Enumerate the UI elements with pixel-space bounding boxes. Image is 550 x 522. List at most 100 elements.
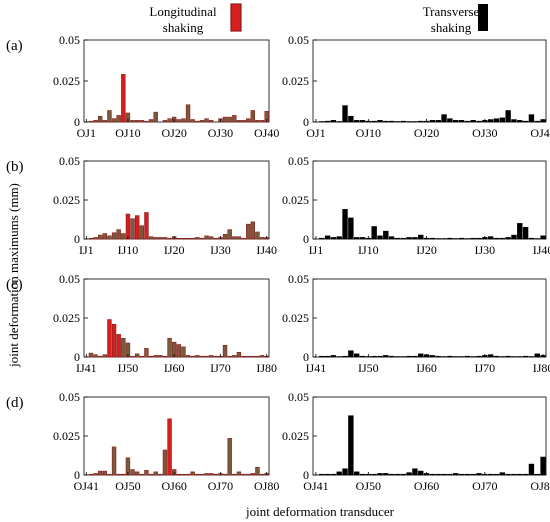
bar: [204, 235, 209, 240]
bar: [97, 234, 103, 240]
bar: [107, 110, 112, 123]
bar: [435, 355, 441, 358]
bar: [499, 117, 506, 123]
bar: [144, 120, 149, 123]
y-tick-label: 0: [74, 350, 80, 364]
panel-0-0: (a) 0 0.025 0.05 OJ1 OJ10 OJ20 OJ30 OJ40: [6, 33, 279, 140]
x-tick-label: IJ40: [256, 243, 277, 257]
bar: [241, 355, 246, 358]
bar: [190, 355, 195, 358]
plot-frame: [83, 39, 270, 123]
bar: [348, 115, 354, 123]
bar: [227, 116, 232, 123]
x-tick-label: OJ70: [472, 479, 497, 493]
bar: [241, 120, 246, 123]
bar: [107, 319, 112, 358]
x-tick-label: IJ1: [309, 243, 324, 257]
bar: [130, 469, 135, 476]
bar: [111, 118, 117, 123]
y-tick-label: 0: [303, 350, 309, 364]
bar: [383, 473, 389, 476]
x-tick-label: IJ20: [164, 243, 185, 257]
x-tick-label: IJ70: [210, 361, 231, 375]
y-tick-label: 0: [303, 115, 309, 129]
bar: [458, 237, 465, 240]
bar: [511, 473, 517, 476]
y-tick-label: 0.05: [59, 154, 80, 168]
bar: [505, 110, 511, 123]
bar: [447, 473, 453, 476]
bar: [487, 354, 494, 358]
bar: [213, 473, 219, 476]
bar: [134, 353, 140, 358]
bar: [102, 354, 108, 358]
bar: [204, 118, 209, 123]
bar: [232, 473, 237, 476]
plot-frame: [312, 278, 547, 358]
bar: [88, 237, 94, 240]
bar: [185, 473, 191, 476]
bar: [190, 237, 195, 240]
bar: [232, 115, 237, 123]
y-tick-label: 0: [303, 468, 309, 482]
y-tick-label: 0.025: [282, 193, 309, 207]
bar: [493, 237, 500, 240]
bar: [208, 473, 214, 476]
bar: [377, 473, 383, 476]
bar: [241, 237, 246, 240]
y-axis-label: joint deformation maximums (mm): [6, 183, 21, 368]
bar: [245, 355, 251, 358]
bar: [88, 473, 94, 476]
bar: [388, 236, 395, 240]
bar: [227, 438, 232, 476]
bar: [470, 473, 476, 476]
x-tick-label: OJ80: [254, 479, 279, 493]
bar: [528, 114, 535, 123]
bar: [388, 473, 395, 476]
y-tick-label: 0.025: [282, 311, 309, 325]
bar: [522, 120, 529, 123]
bar: [418, 234, 424, 240]
bar: [148, 236, 154, 240]
bar: [102, 120, 108, 123]
bar: [259, 473, 265, 476]
bar: [167, 237, 172, 240]
bar: [162, 120, 168, 123]
bar: [195, 120, 200, 123]
bar: [388, 355, 395, 358]
panel-label: (b): [6, 159, 24, 175]
bar: [162, 355, 168, 358]
bar: [429, 355, 436, 358]
bar: [330, 355, 337, 358]
bar: [130, 120, 135, 123]
bar: [534, 120, 540, 123]
bar: [324, 355, 331, 358]
bar: [470, 237, 476, 240]
bar: [377, 120, 383, 123]
bar: [199, 120, 205, 123]
plot-frame: [83, 396, 270, 476]
bar: [245, 473, 251, 476]
x-tick-label: OJ1: [306, 126, 325, 140]
bar: [383, 230, 389, 240]
bar: [383, 120, 389, 123]
bar: [377, 355, 383, 358]
bar: [222, 116, 228, 123]
bar: [259, 237, 265, 240]
bar: [116, 473, 121, 476]
bar: [153, 111, 158, 123]
x-tick-label: OJ10: [356, 126, 381, 140]
bar: [458, 120, 465, 123]
bar: [121, 337, 126, 358]
bar: [213, 237, 219, 240]
bar: [167, 418, 172, 476]
bar: [222, 234, 228, 240]
panel-3-1: 0 0.025 0.05 OJ41 OJ50 OJ60 OJ70 OJ80: [282, 390, 550, 493]
bar: [181, 473, 186, 476]
y-tick-label: 0: [74, 232, 80, 246]
x-tick-label: OJ80: [530, 479, 550, 493]
bar: [447, 118, 453, 123]
y-tick-label: 0: [74, 115, 80, 129]
bar: [227, 229, 232, 240]
bar: [250, 110, 256, 123]
